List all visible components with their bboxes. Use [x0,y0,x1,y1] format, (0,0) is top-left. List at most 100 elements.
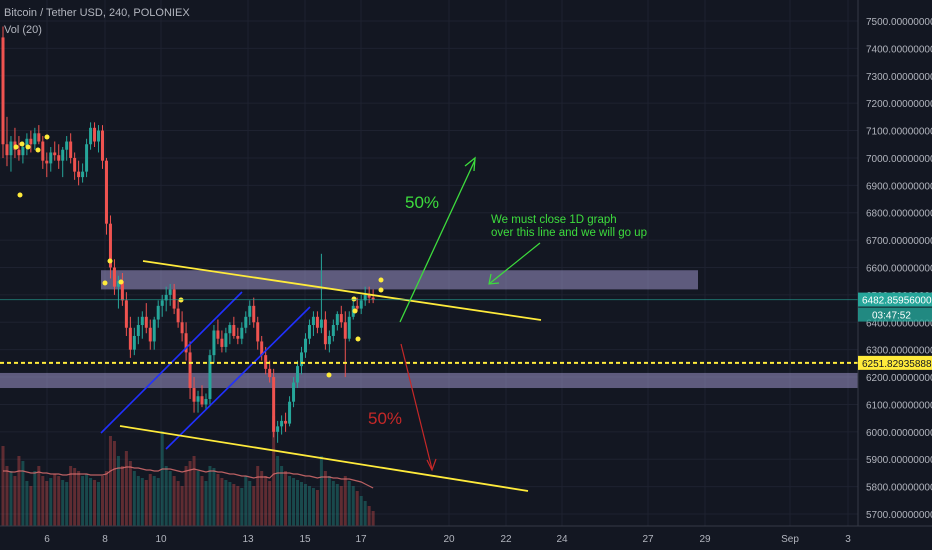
price-axis-background [858,0,932,550]
candle-body [280,420,284,427]
countdown-tag [858,307,932,322]
candle-body [124,300,128,328]
volume-bar [363,501,367,526]
candle-body [248,305,252,317]
candle-body [331,325,335,336]
dotted-level-value: 6251.82935888 [862,359,932,370]
candle-body [176,308,180,323]
candle-body [152,319,156,342]
price-tick-label: 6200.00000000 [866,373,932,384]
volume-bar [61,480,65,526]
volume-bar [81,476,85,526]
volume-bar [272,416,276,526]
trend-line-upper [142,260,542,321]
candle-body [244,316,248,328]
candle-body [184,333,188,353]
volume-bar [351,486,355,526]
candle-body [347,316,351,339]
candle-body [140,316,144,326]
price-tick-label: 6100.00000000 [866,400,932,411]
price-tick-label: 7100.00000000 [866,127,932,138]
volume-bar [343,476,347,526]
price-tick-label: 6700.00000000 [866,236,932,247]
candle-body [284,420,288,424]
candle-body [33,133,37,145]
fractal-dot [118,279,124,285]
volume-bar [303,484,307,526]
volume-bar [319,456,323,526]
fractal-dot [102,280,108,286]
volume-bar [164,466,168,526]
volume-bar [204,481,208,526]
candles [1,26,375,443]
candle-body [49,152,53,164]
candle-body [307,325,311,339]
volume-bar [152,476,156,526]
time-tick-label: 3 [845,534,851,545]
candle-body [371,297,375,300]
volume-indicator-label: Vol (20) [4,24,42,36]
volume-bar [268,481,272,526]
support-resistance-zone [101,270,698,290]
fractal-dot [326,372,332,378]
volume-bar [172,476,176,526]
time-tick-label: 27 [642,534,654,545]
volume-bar [347,481,351,526]
time-tick-label: 15 [299,534,311,545]
time-tick-label: 8 [102,534,108,545]
pointer-arrow [488,242,541,285]
candle-body [323,319,327,345]
candle-body [89,127,93,145]
candle-body [188,352,192,389]
time-tick-label: 24 [556,534,568,545]
volume-bar [323,471,327,526]
candle-body [21,146,25,156]
volume-bar [244,476,248,526]
volume-bar [116,456,120,526]
price-tick-label: 6000.00000000 [866,428,932,439]
candle-body [132,335,136,350]
trend-line-lower [119,425,529,492]
volume-bar [17,456,21,526]
candle-body [296,366,300,383]
candle-body [156,305,160,320]
time-tick-label: 20 [443,534,455,545]
volume-bar [200,476,204,526]
volume-bar [65,482,69,526]
current-price-value: 6482.85956000 [862,296,932,307]
price-tick-label: 6400.00000000 [866,318,932,329]
volume-bar [57,476,61,526]
price-tick-label: 6600.00000000 [866,264,932,275]
time-tick-label: Sep [781,534,799,545]
volume-bar [101,476,104,526]
fractal-dot [35,147,41,153]
volume-bar [148,474,152,526]
volume-bar [1,446,5,526]
candle-body [93,127,97,142]
candle-body [367,294,371,298]
candle-body [208,355,212,399]
candle-body [136,325,140,336]
volume-bar [196,471,200,526]
channel-line [165,306,311,450]
volume-bar [335,484,339,526]
note-line-1: We must close 1D graph [491,214,617,226]
candle-body [288,401,292,424]
candle-body [57,155,61,161]
candle-body [311,316,315,326]
volume-bar [89,478,93,526]
volume-bar [292,478,296,526]
volume-bar [327,476,331,526]
volume-bar [180,486,184,526]
volume-bar [296,480,300,526]
volume-bar [216,474,220,526]
volume-bar [112,441,116,526]
price-tick-label: 6300.00000000 [866,346,932,357]
countdown-value: 03:47:52 [872,311,911,322]
price-tick-label: 6800.00000000 [866,209,932,220]
candle-body [180,322,184,334]
volume-bar [21,461,25,526]
candle-body [112,267,116,287]
candle-body [276,426,280,432]
